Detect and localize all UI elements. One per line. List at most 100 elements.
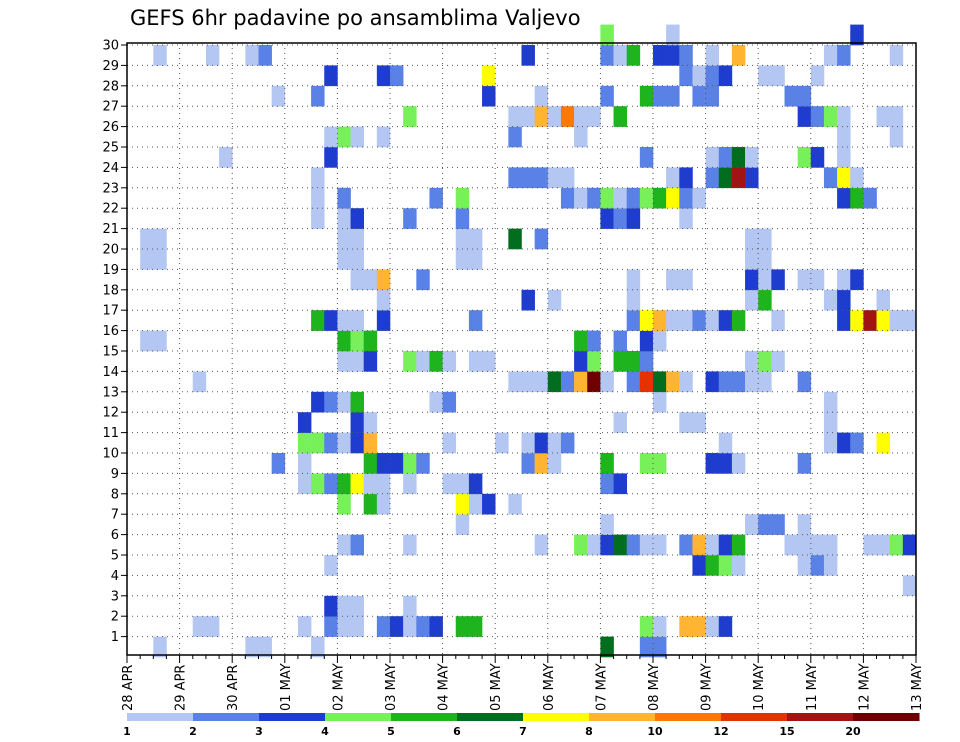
heatmap-cell: [810, 65, 825, 87]
heatmap-cell: [337, 187, 351, 209]
x-tick-label: 29 APR: [174, 665, 189, 711]
heatmap-cell: [626, 534, 641, 556]
heatmap-cell: [468, 493, 483, 515]
heatmap-cell: [600, 534, 614, 556]
y-tick-label: 20: [102, 243, 119, 258]
x-tick-label: 12 MAY: [857, 663, 872, 711]
heatmap-cell: [902, 310, 917, 331]
y-tick-label: 30: [102, 39, 119, 54]
heatmap-cell: [850, 167, 864, 189]
heatmap-cell: [731, 555, 746, 576]
heatmap-cell: [666, 371, 680, 393]
heatmap-cell: [587, 351, 601, 372]
heatmap-cell: [889, 106, 904, 127]
heatmap-cell: [534, 432, 549, 454]
heatmap-cell: [745, 289, 759, 311]
heatmap-cell: [837, 45, 851, 66]
heatmap-cell: [455, 208, 470, 229]
heatmap-cell: [390, 65, 404, 87]
heatmap-cell: [823, 534, 838, 556]
heatmap-cell: [705, 147, 720, 168]
heatmap-cell: [376, 65, 391, 87]
heatmap-cell: [140, 330, 154, 352]
heatmap-cell: [718, 616, 733, 637]
heatmap-cell: [600, 636, 614, 658]
heatmap-cell: [718, 147, 733, 168]
heatmap-cell: [140, 249, 154, 270]
heatmap-cell: [797, 147, 812, 168]
heatmap-cell: [311, 391, 325, 413]
heatmap-cell: [324, 147, 338, 168]
heatmap-cell: [337, 208, 351, 229]
chart-title: GEFS 6hr padavine po ansamblima Valjevo: [130, 6, 581, 30]
heatmap-cell: [797, 453, 812, 474]
heatmap-cell: [324, 432, 338, 454]
heatmap-cell: [653, 391, 667, 413]
heatmap-cell: [521, 432, 535, 454]
heatmap-cell: [771, 65, 785, 87]
y-tick-label: 15: [102, 345, 119, 360]
y-tick-label: 18: [102, 283, 119, 298]
heatmap-cell: [758, 371, 772, 393]
heatmap-cell: [758, 351, 772, 372]
legend-swatch: [523, 713, 590, 721]
heatmap-cell: [679, 412, 693, 433]
heatmap-cell: [758, 228, 772, 250]
heatmap-cell: [679, 616, 693, 637]
heatmap-cell: [718, 65, 733, 87]
heatmap-cell: [876, 534, 890, 556]
heatmap-cell: [403, 616, 417, 637]
y-tick-label: 2: [111, 610, 119, 625]
heatmap-cell: [363, 432, 378, 454]
heatmap-cell: [613, 351, 627, 372]
heatmap-cell: [613, 106, 627, 127]
heatmap-cell: [863, 310, 877, 331]
heatmap-cell: [574, 106, 588, 127]
y-tick-label: 27: [102, 100, 119, 115]
heatmap-cell: [534, 106, 549, 127]
heatmap-cell: [376, 493, 391, 515]
heatmap-cell: [600, 85, 614, 107]
heatmap-cell: [297, 616, 312, 637]
heatmap-cell: [442, 432, 457, 454]
heatmap-cell: [350, 391, 364, 413]
y-tick-label: 19: [102, 263, 119, 278]
heatmap-cell: [337, 534, 351, 556]
heatmap-cell: [745, 371, 759, 393]
heatmap-cell: [823, 106, 838, 127]
heatmap-cell: [600, 371, 614, 393]
heatmap-cell: [731, 167, 746, 189]
heatmap-cell: [337, 126, 351, 148]
legend-swatch: [853, 713, 920, 721]
heatmap-cell: [639, 453, 654, 474]
heatmap-cell: [639, 371, 654, 393]
x-tick-label: 01 MAY: [279, 663, 294, 711]
heatmap-cell: [376, 289, 391, 311]
heatmap-cell: [653, 453, 667, 474]
heatmap-cell: [350, 616, 364, 637]
heatmap-cell: [639, 147, 654, 168]
heatmap-cell: [731, 147, 746, 168]
heatmap-cell: [639, 85, 654, 107]
heatmap-cell: [468, 310, 483, 331]
heatmap-cell: [508, 493, 522, 515]
heatmap-cell: [350, 534, 364, 556]
heatmap-cell: [337, 432, 351, 454]
heatmap-cell: [403, 208, 417, 229]
heatmap-cell: [534, 453, 549, 474]
gridlines: [127, 43, 916, 655]
legend-swatch: [391, 713, 458, 721]
heatmap-cell: [468, 249, 483, 270]
heatmap-cell: [639, 534, 654, 556]
legend-swatch: [127, 713, 194, 721]
heatmap-cell: [705, 167, 720, 189]
heatmap-cell: [600, 208, 614, 229]
heatmap-cell: [745, 167, 759, 189]
heatmap-cell: [297, 412, 312, 433]
heatmap-cell: [797, 514, 812, 535]
heatmap-cell: [850, 269, 864, 291]
legend-swatch: [655, 713, 722, 721]
heatmap-cell: [403, 473, 417, 495]
heatmap-cell: [403, 453, 417, 474]
heatmap-cell: [258, 45, 272, 66]
